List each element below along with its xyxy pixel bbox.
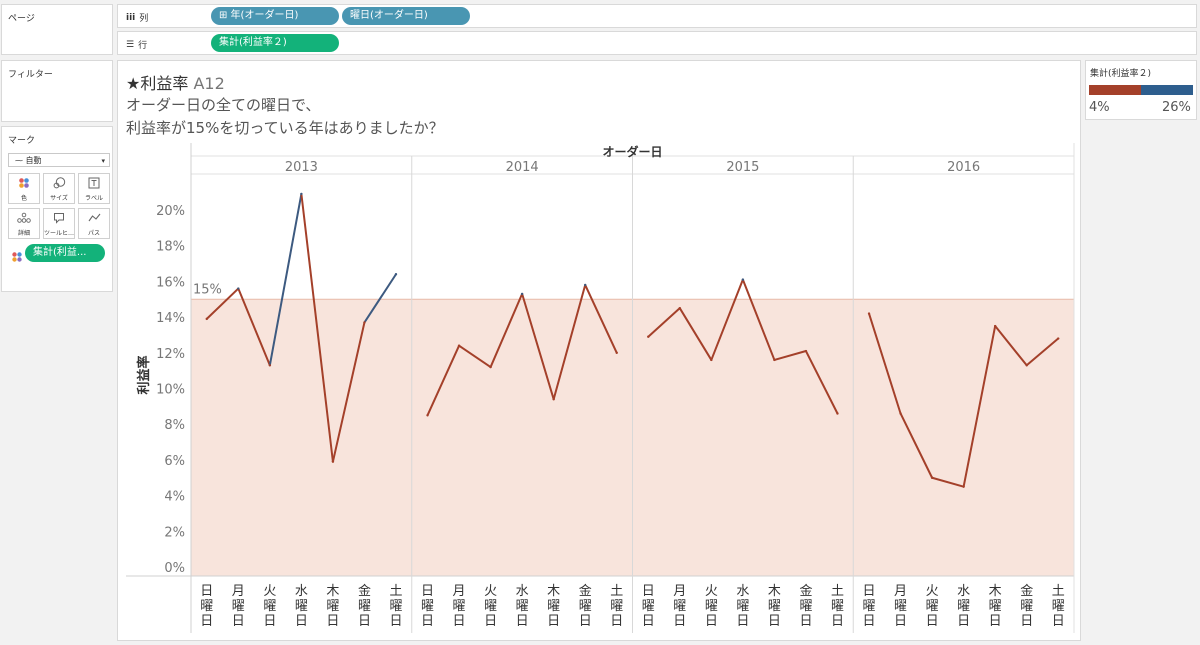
marks-color-button[interactable]: 色 <box>8 173 40 204</box>
rows-shelf-label: ☰ 行 <box>126 39 148 52</box>
filters-panel[interactable]: フィルター <box>1 60 113 122</box>
mark-type-value: 自動 <box>25 156 42 165</box>
legend-max-label: 26% <box>1162 100 1191 115</box>
filters-title: フィルター <box>8 70 53 80</box>
label-icon <box>79 177 109 192</box>
marks-tooltip-button[interactable]: ツールヒ… <box>43 208 75 239</box>
pages-panel: ページ <box>1 4 113 55</box>
pill-year-order-date[interactable]: ⊞ 年(オーダー日) <box>211 7 339 25</box>
size-icon <box>44 177 74 192</box>
legend-gradient-high <box>1141 85 1193 95</box>
viz-title-sub: A12 <box>188 74 225 93</box>
viz-title-main: ★利益率 <box>126 74 189 93</box>
marks-title: マーク <box>8 136 36 146</box>
marks-path-button[interactable]: パス <box>78 208 110 239</box>
marks-panel: マーク ⁓ 自動 ▾ 色 サイズ ラベル 詳細 ツールヒ… <box>1 126 113 292</box>
mark-type-dropdown[interactable]: ⁓ 自動 ▾ <box>8 153 110 167</box>
viz-title: ★利益率 A12 <box>126 70 225 94</box>
columns-icon: iii <box>126 12 136 23</box>
viz-question-line1: オーダー日の全ての曜日で、 <box>126 96 321 114</box>
marks-label-button[interactable]: ラベル <box>78 173 110 204</box>
rows-icon: ☰ <box>126 39 135 50</box>
pill-sum-profit-ratio[interactable]: 集計(利益率２) <box>211 34 339 52</box>
color-icon <box>9 177 39 192</box>
legend-gradient-low <box>1089 85 1141 95</box>
legend-min-label: 4% <box>1089 100 1110 115</box>
color-encoding-icon <box>11 248 23 267</box>
path-icon <box>79 212 109 227</box>
marks-size-button[interactable]: サイズ <box>43 173 75 204</box>
detail-icon <box>9 212 39 227</box>
marks-color-pill[interactable]: 集計(利益... <box>25 244 105 262</box>
marks-detail-button[interactable]: 詳細 <box>8 208 40 239</box>
viz-question-line2: 利益率が15%を切っている年はありましたか？ <box>126 119 444 137</box>
legend-title: 集計(利益率２) <box>1090 69 1152 79</box>
chevron-down-icon: ▾ <box>101 157 105 165</box>
pages-title: ページ <box>8 14 35 24</box>
pill-weekday-order-date[interactable]: 曜日(オーダー日) <box>342 7 470 25</box>
viz-panel <box>117 60 1081 641</box>
columns-shelf-label: iii 列 <box>126 12 149 25</box>
tooltip-icon <box>44 212 74 227</box>
line-mark-icon: ⁓ <box>15 156 23 165</box>
